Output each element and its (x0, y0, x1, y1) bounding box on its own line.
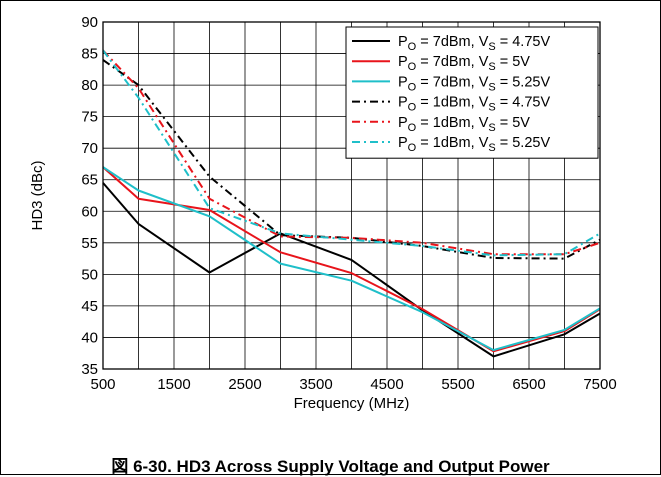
hd3-chart: 500 1500 2500 3500 4500 5500 6500 7500 35 40 45 50 5… (29, 14, 617, 412)
y-tick-label: 35 (81, 361, 98, 378)
legend-entry-label: PO = 7dBm, VS = 4.75V (398, 34, 550, 53)
x-tick-label: 6500 (512, 376, 545, 393)
x-tick-label: 2500 (228, 376, 261, 393)
y-tick-label: 55 (81, 235, 98, 252)
y-tick-label: 65 (81, 172, 98, 189)
y-tick-label: 90 (81, 14, 98, 31)
legend-entry-label: PO = 7dBm, VS = 5V (398, 54, 530, 73)
legend-entry-label: PO = 1dBm, VS = 4.75V (398, 95, 550, 114)
series-line-3 (102, 166, 601, 352)
x-tick-label: 1500 (157, 376, 190, 393)
y-tick-label: 45 (81, 298, 98, 315)
series-layer (102, 49, 601, 358)
legend-entry-label: PO = 1dBm, VS = 5V (398, 115, 530, 134)
x-tick-label: 5500 (441, 376, 474, 393)
x-tick-label: 4500 (370, 376, 403, 393)
y-tick-label: 40 (81, 329, 98, 346)
series-line-6 (102, 49, 601, 257)
series-line-1 (102, 182, 601, 358)
x-axis-label: Frequency (MHz) (294, 395, 410, 412)
y-tick-label: 85 (81, 46, 98, 63)
x-tick-label: 7500 (583, 376, 616, 393)
y-tick-label: 50 (81, 266, 98, 283)
legend-entry-label: PO = 1dBm, VS = 5.25V (398, 135, 550, 154)
series-line-2 (102, 166, 601, 353)
tick-labels: 500 1500 2500 3500 4500 5500 6500 7500 35 40 45 50 5… (81, 14, 616, 393)
legend-entry-label: PO = 7dBm, VS = 5.25V (398, 74, 550, 93)
y-tick-label: 80 (81, 77, 98, 94)
y-axis-label: HD3 (dBc) (29, 160, 46, 230)
y-tick-label: 70 (81, 140, 98, 157)
y-tick-label: 60 (81, 203, 98, 220)
x-tick-label: 3500 (299, 376, 332, 393)
figure-caption: 図 6-30. HD3 Across Supply Voltage and Ou… (111, 457, 550, 476)
x-tick-label: 500 (90, 376, 115, 393)
y-tick-label: 75 (81, 109, 98, 126)
plot-border (102, 21, 601, 370)
legend-box (345, 26, 599, 159)
